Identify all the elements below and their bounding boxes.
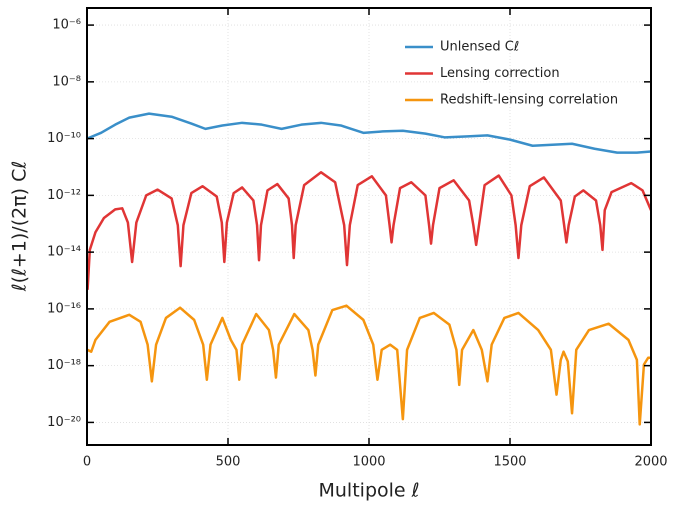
x-tick-label: 2000 <box>634 455 667 470</box>
legend-label: Redshift-lensing correlation <box>440 93 618 108</box>
y-tick-label: 10⁻¹⁸ <box>47 358 81 373</box>
x-tick-label: 1500 <box>493 455 526 470</box>
x-axis-label: Multipole ℓ <box>319 480 420 502</box>
y-tick-label: 10⁻⁸ <box>52 74 81 89</box>
y-tick-label: 10⁻²⁰ <box>47 415 81 430</box>
y-tick-label: 10⁻⁶ <box>52 18 81 33</box>
plot-frame <box>86 7 652 446</box>
legend-label: Lensing correction <box>440 66 560 81</box>
y-tick-label: 10⁻¹² <box>47 188 81 203</box>
x-tick-label: 500 <box>216 455 241 470</box>
x-tick-label: 0 <box>83 455 91 470</box>
series-line <box>86 171 653 290</box>
y-tick-label: 10⁻¹⁰ <box>47 131 81 146</box>
y-tick-label: 10⁻¹⁴ <box>47 245 81 260</box>
legend-label: Unlensed Cℓ <box>440 40 519 55</box>
series-line <box>86 304 651 426</box>
y-tick-label: 10⁻¹⁶ <box>47 301 81 316</box>
y-axis-label: ℓ(ℓ+1)/(2π) Cℓ <box>9 161 31 292</box>
x-tick-label: 1000 <box>352 455 385 470</box>
series-line <box>86 112 652 154</box>
